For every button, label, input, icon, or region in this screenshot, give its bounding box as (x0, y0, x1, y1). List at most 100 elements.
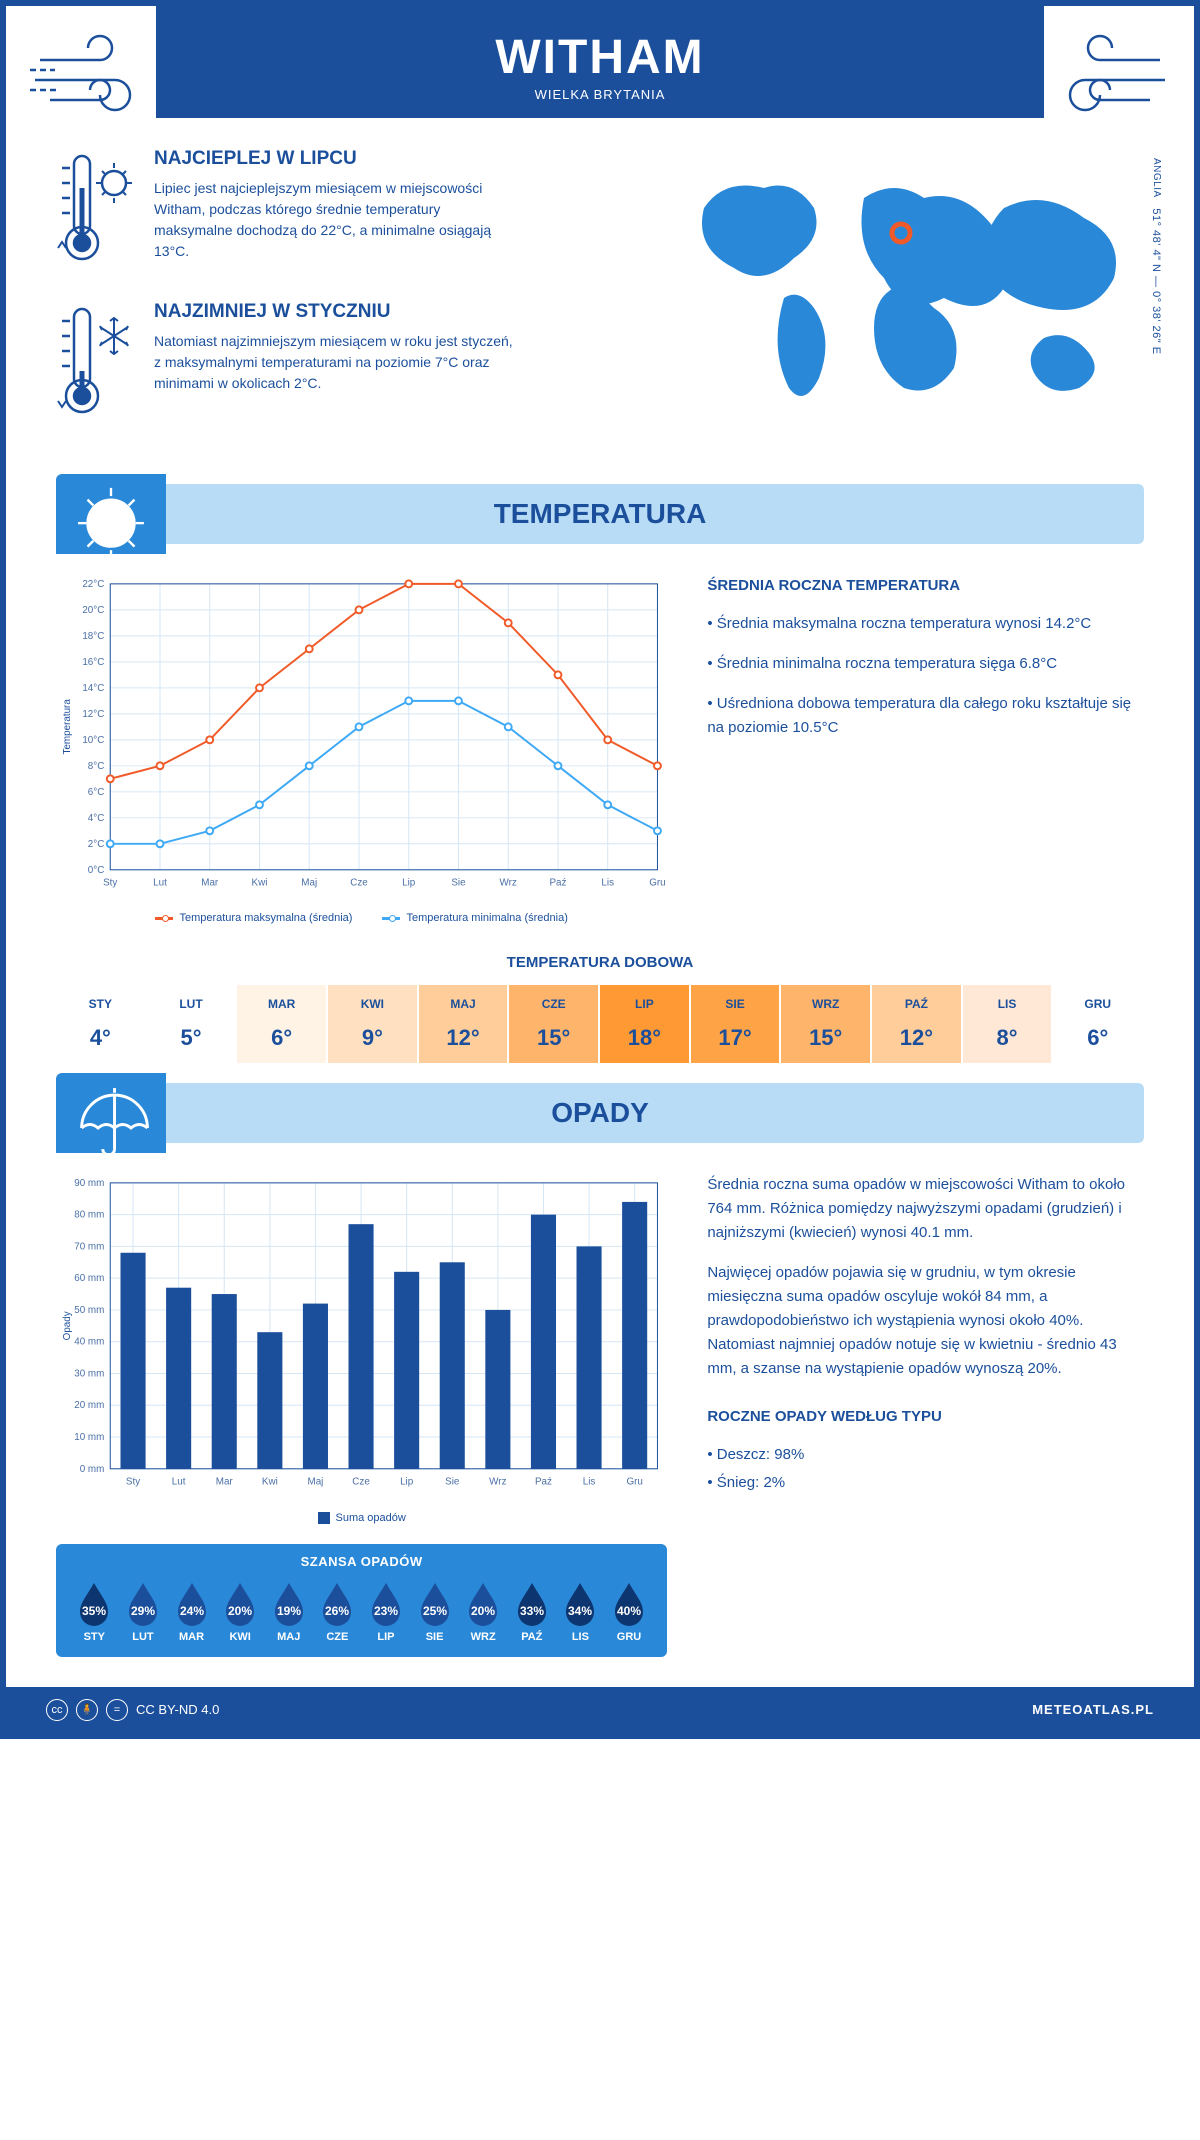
svg-text:Maj: Maj (301, 878, 317, 889)
svg-text:Mar: Mar (201, 878, 219, 889)
svg-text:90 mm: 90 mm (74, 1178, 104, 1189)
svg-text:10°C: 10°C (82, 735, 104, 746)
header-banner: WITHAM WIELKA BRYTANIA (156, 6, 1044, 118)
svg-text:Wrz: Wrz (489, 1477, 506, 1488)
svg-text:25%: 25% (423, 1604, 447, 1618)
sun-icon (56, 474, 166, 554)
svg-text:Lut: Lut (153, 878, 167, 889)
chance-drop: 35% STY (70, 1579, 119, 1643)
by-icon: 🧍 (76, 1699, 98, 1721)
footer: cc 🧍 = CC BY-ND 4.0 METEOATLAS.PL (6, 1687, 1194, 1733)
svg-text:35%: 35% (82, 1604, 106, 1618)
svg-text:Wrz: Wrz (500, 878, 517, 889)
avg-temp-p1: • Średnia maksymalna roczna temperatura … (707, 612, 1144, 636)
precipitation-bar-chart: 0 mm 10 mm 20 mm 30 mm 40 mm 50 mm 60 mm 70 mm 8… (56, 1173, 667, 1498)
thermometer-cold-icon (56, 301, 136, 426)
hottest-block: NAJCIEPLEJ W LIPCU Lipiec jest najcieple… (56, 148, 634, 273)
daily-cell: GRU6° (1053, 985, 1144, 1063)
svg-text:34%: 34% (568, 1604, 592, 1618)
nd-icon: = (106, 1699, 128, 1721)
svg-text:6°C: 6°C (88, 787, 105, 798)
license-text: CC BY-ND 4.0 (136, 1702, 219, 1717)
svg-text:40%: 40% (617, 1604, 641, 1618)
daily-cell: WRZ15° (781, 985, 872, 1063)
svg-text:16°C: 16°C (82, 657, 104, 668)
svg-text:60 mm: 60 mm (74, 1274, 104, 1285)
chance-drop: 20% WRZ (459, 1579, 508, 1643)
precip-type-title: ROCZNE OPADY WEDŁUG TYPU (707, 1405, 1144, 1429)
svg-text:Gru: Gru (649, 878, 665, 889)
daily-cell: CZE15° (509, 985, 600, 1063)
coldest-text: Natomiast najzimniejszym miesiącem w rok… (154, 331, 514, 394)
precip-p2: Najwięcej opadów pojawia się w grudniu, … (707, 1261, 1144, 1381)
coldest-title: NAJZIMNIEJ W STYCZNIU (154, 301, 514, 323)
temp-chart-legend: Temperatura maksymalna (średnia) Tempera… (56, 912, 667, 924)
coldest-block: NAJZIMNIEJ W STYCZNIU Natomiast najzimni… (56, 301, 634, 426)
svg-text:0 mm: 0 mm (80, 1464, 105, 1475)
avg-temp-p2: • Średnia minimalna roczna temperatura s… (707, 652, 1144, 676)
svg-text:Opady: Opady (62, 1312, 73, 1341)
world-map: ANGLIA 51° 48' 4" N — 0° 38' 26" E (664, 148, 1144, 454)
svg-text:80 mm: 80 mm (74, 1210, 104, 1221)
daily-temp-title: TEMPERATURA DOBOWA (56, 954, 1144, 971)
svg-text:14°C: 14°C (82, 683, 104, 694)
precip-type1: • Deszcz: 98% (707, 1443, 1144, 1467)
chance-drop: 26% CZE (313, 1579, 362, 1643)
chance-drop: 34% LIS (556, 1579, 605, 1643)
avg-temp-p3: • Uśredniona dobowa temperatura dla całe… (707, 692, 1144, 740)
svg-text:20%: 20% (228, 1604, 252, 1618)
svg-text:10 mm: 10 mm (74, 1432, 104, 1443)
svg-text:Paź: Paź (549, 878, 566, 889)
daily-cell: MAR6° (237, 985, 328, 1063)
wind-icon (1030, 30, 1170, 130)
svg-text:Cze: Cze (350, 878, 368, 889)
chance-drop: 19% MAJ (264, 1579, 313, 1643)
daily-cell: STY4° (56, 985, 147, 1063)
daily-cell: KWI9° (328, 985, 419, 1063)
svg-text:Gru: Gru (626, 1477, 642, 1488)
daily-cell: SIE17° (691, 985, 782, 1063)
cc-icon: cc (46, 1699, 68, 1721)
svg-text:50 mm: 50 mm (74, 1305, 104, 1316)
daily-cell: MAJ12° (419, 985, 510, 1063)
city-title: WITHAM (156, 30, 1044, 85)
daily-temp-table: STY4°LUT5°MAR6°KWI9°MAJ12°CZE15°LIP18°SI… (56, 985, 1144, 1063)
svg-text:22°C: 22°C (82, 579, 104, 590)
svg-text:33%: 33% (520, 1604, 544, 1618)
svg-text:30 mm: 30 mm (74, 1369, 104, 1380)
svg-text:12°C: 12°C (82, 709, 104, 720)
svg-text:24%: 24% (180, 1604, 204, 1618)
svg-text:Sty: Sty (103, 878, 117, 889)
precip-chart-legend: Suma opadów (56, 1512, 667, 1524)
daily-cell: PAŹ12° (872, 985, 963, 1063)
svg-text:4°C: 4°C (88, 813, 105, 824)
daily-cell: LIP18° (600, 985, 691, 1063)
svg-text:Maj: Maj (308, 1477, 324, 1488)
precip-type2: • Śnieg: 2% (707, 1471, 1144, 1495)
svg-text:Kwi: Kwi (252, 878, 268, 889)
svg-text:Sie: Sie (445, 1477, 460, 1488)
chance-drop: 33% PAŹ (507, 1579, 556, 1643)
chance-drop: 24% MAR (167, 1579, 216, 1643)
svg-text:18°C: 18°C (82, 631, 104, 642)
svg-text:70 mm: 70 mm (74, 1242, 104, 1253)
svg-text:29%: 29% (131, 1604, 155, 1618)
svg-text:20°C: 20°C (82, 605, 104, 616)
svg-text:Kwi: Kwi (262, 1477, 278, 1488)
svg-text:20 mm: 20 mm (74, 1401, 104, 1412)
hottest-title: NAJCIEPLEJ W LIPCU (154, 148, 514, 170)
svg-text:Temperatura: Temperatura (62, 699, 73, 755)
temperature-section-header: TEMPERATURA (56, 484, 1144, 544)
svg-text:Sty: Sty (126, 1477, 140, 1488)
hottest-text: Lipiec jest najcieplejszym miesiącem w m… (154, 178, 514, 262)
chance-drop: 25% SIE (410, 1579, 459, 1643)
chance-drop: 23% LIP (362, 1579, 411, 1643)
svg-text:23%: 23% (374, 1604, 398, 1618)
site-name: METEOATLAS.PL (1032, 1702, 1154, 1717)
umbrella-icon (56, 1073, 166, 1153)
daily-cell: LUT5° (147, 985, 238, 1063)
daily-cell: LIS8° (963, 985, 1054, 1063)
svg-text:Cze: Cze (352, 1477, 370, 1488)
svg-text:40 mm: 40 mm (74, 1337, 104, 1348)
svg-text:20%: 20% (471, 1604, 495, 1618)
